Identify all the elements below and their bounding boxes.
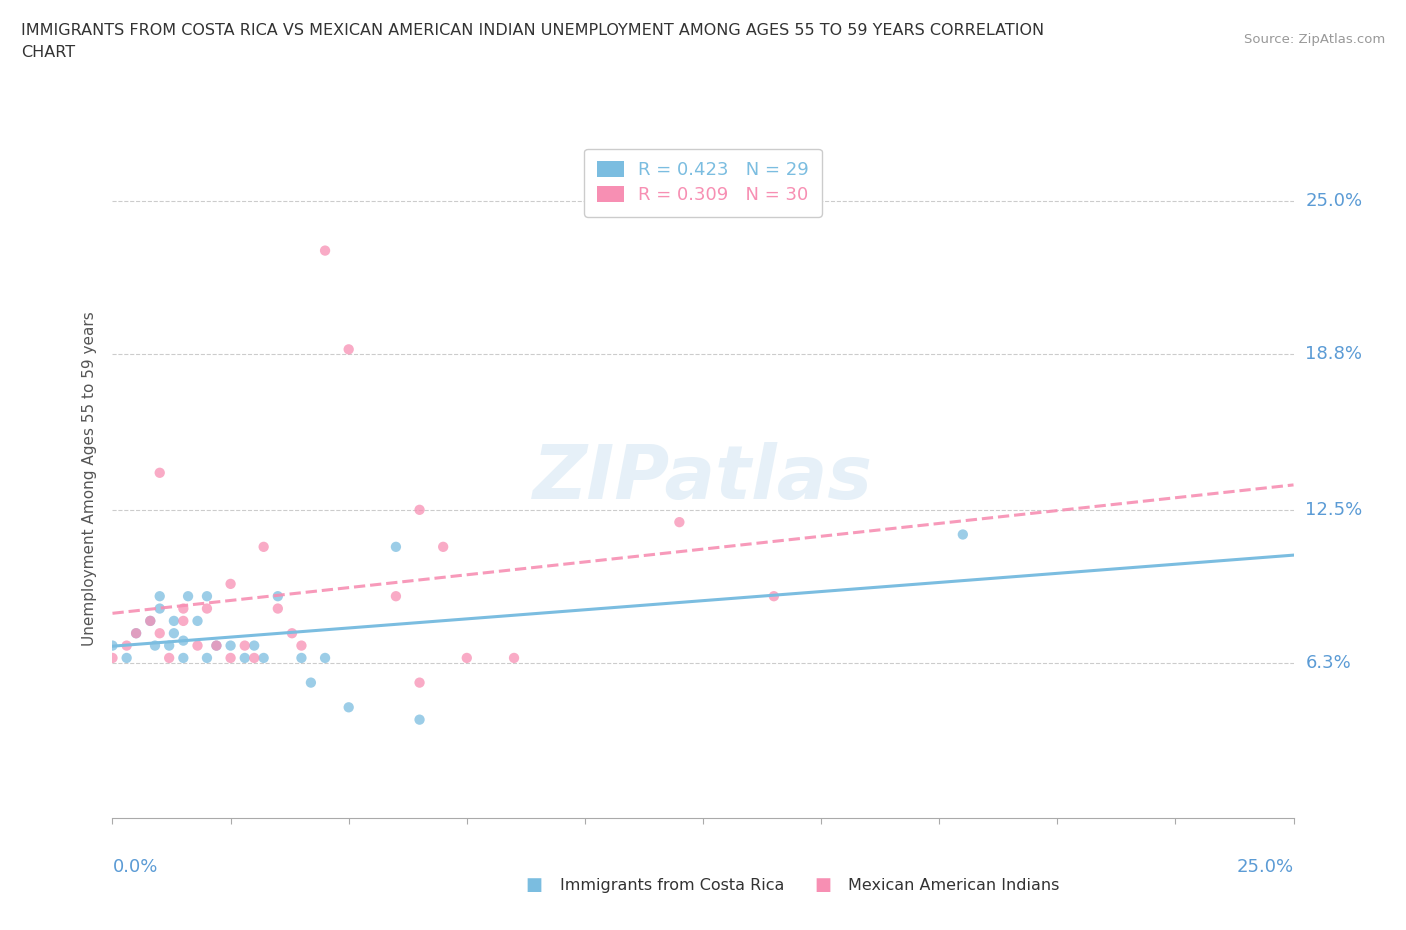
Text: ■: ■ — [814, 876, 831, 895]
Point — [408, 712, 430, 727]
Point — [101, 638, 124, 653]
Point — [177, 589, 200, 604]
Point — [163, 626, 186, 641]
Point — [314, 650, 336, 665]
Point — [253, 539, 276, 554]
Point — [290, 650, 312, 665]
Point — [408, 675, 430, 690]
Point — [143, 638, 166, 653]
Point — [172, 601, 194, 616]
Point — [205, 638, 228, 653]
Point — [195, 589, 218, 604]
Point — [149, 589, 172, 604]
Point — [408, 502, 430, 517]
Point — [243, 650, 266, 665]
Point — [172, 633, 194, 648]
Point — [385, 539, 408, 554]
Point — [205, 638, 228, 653]
Point — [668, 514, 690, 529]
Point — [267, 589, 290, 604]
Text: ZIPatlas: ZIPatlas — [533, 443, 873, 515]
Point — [157, 650, 180, 665]
Point — [163, 614, 186, 629]
Point — [125, 626, 148, 641]
Point — [337, 700, 360, 715]
Point — [195, 650, 218, 665]
Point — [115, 638, 138, 653]
Text: Mexican American Indians: Mexican American Indians — [848, 878, 1059, 893]
Text: ■: ■ — [526, 876, 543, 895]
Point — [299, 675, 322, 690]
Legend: R = 0.423   N = 29, R = 0.309   N = 30: R = 0.423 N = 29, R = 0.309 N = 30 — [585, 149, 821, 217]
Text: 0.0%: 0.0% — [112, 857, 157, 876]
Point — [385, 589, 408, 604]
Point — [952, 527, 974, 542]
Text: 12.5%: 12.5% — [1305, 501, 1362, 519]
Point — [503, 650, 526, 665]
Point — [233, 650, 256, 665]
Point — [157, 638, 180, 653]
Point — [125, 626, 148, 641]
Point — [172, 650, 194, 665]
Point — [195, 601, 218, 616]
Point — [219, 650, 242, 665]
Point — [149, 626, 172, 641]
Text: 6.3%: 6.3% — [1305, 654, 1351, 671]
Point — [281, 626, 304, 641]
Point — [139, 614, 162, 629]
Point — [253, 650, 276, 665]
Point — [456, 650, 478, 665]
Text: 25.0%: 25.0% — [1236, 857, 1294, 876]
Point — [186, 638, 208, 653]
Point — [432, 539, 454, 554]
Point — [149, 465, 172, 480]
Point — [219, 577, 242, 591]
Text: CHART: CHART — [21, 45, 75, 60]
Text: IMMIGRANTS FROM COSTA RICA VS MEXICAN AMERICAN INDIAN UNEMPLOYMENT AMONG AGES 55: IMMIGRANTS FROM COSTA RICA VS MEXICAN AM… — [21, 23, 1045, 38]
Text: Immigrants from Costa Rica: Immigrants from Costa Rica — [560, 878, 785, 893]
Point — [762, 589, 785, 604]
Point — [186, 614, 208, 629]
Point — [290, 638, 312, 653]
Point — [314, 243, 336, 258]
Text: 18.8%: 18.8% — [1305, 345, 1362, 364]
Point — [243, 638, 266, 653]
Text: 25.0%: 25.0% — [1305, 193, 1362, 210]
Y-axis label: Unemployment Among Ages 55 to 59 years: Unemployment Among Ages 55 to 59 years — [82, 312, 97, 646]
Point — [337, 342, 360, 357]
Point — [149, 601, 172, 616]
Text: Source: ZipAtlas.com: Source: ZipAtlas.com — [1244, 33, 1385, 46]
Point — [219, 638, 242, 653]
Point — [267, 601, 290, 616]
Point — [172, 614, 194, 629]
Point — [233, 638, 256, 653]
Point — [115, 650, 138, 665]
Point — [139, 614, 162, 629]
Point — [101, 650, 124, 665]
